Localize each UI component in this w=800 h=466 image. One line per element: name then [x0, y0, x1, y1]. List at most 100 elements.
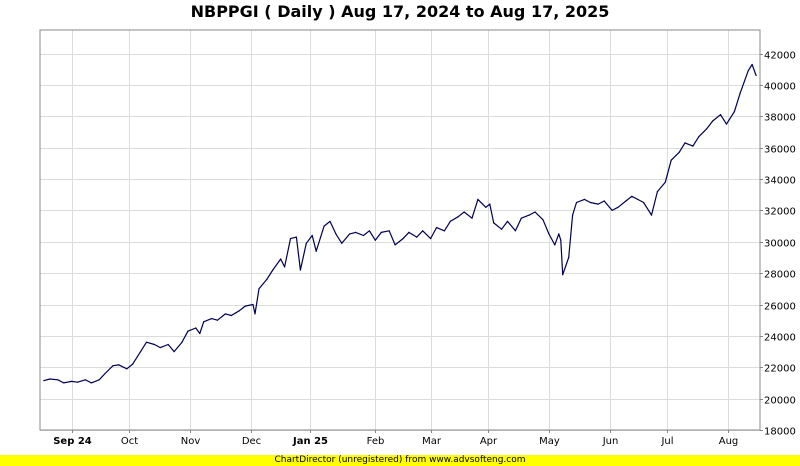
y-tick-label: 28000 — [764, 270, 796, 281]
data-point — [520, 217, 522, 219]
data-point — [84, 379, 86, 381]
data-point — [140, 351, 142, 353]
y-axis: 18000 20000 22000 24000 26000 28000 30000 32000… — [760, 51, 796, 438]
y-tick-label: 36000 — [764, 145, 796, 156]
data-point — [388, 230, 390, 232]
data-point — [706, 128, 708, 130]
data-point — [501, 228, 503, 230]
data-point — [362, 234, 365, 237]
data-point — [755, 74, 757, 77]
data-point — [485, 206, 487, 208]
x-tick-label: Jul — [660, 436, 673, 447]
y-tick-label: 18000 — [764, 427, 796, 438]
x-tick-label: Jun — [602, 436, 619, 447]
data-point — [435, 227, 438, 229]
data-point — [684, 142, 686, 144]
data-point — [698, 136, 700, 138]
data-point — [402, 238, 404, 240]
data-point — [408, 231, 410, 233]
data-point — [562, 274, 564, 276]
data-point — [650, 214, 653, 216]
data-point — [71, 380, 73, 382]
data-point — [416, 236, 418, 238]
data-point — [554, 244, 556, 246]
x-tick-label: Aug — [719, 436, 739, 447]
data-point — [211, 318, 213, 320]
data-point — [49, 378, 51, 380]
data-point — [43, 380, 45, 382]
data-point — [335, 233, 337, 235]
x-tick-label: Jan 25 — [292, 436, 328, 447]
x-tick-label: Apr — [480, 436, 498, 447]
data-point — [167, 343, 169, 346]
data-point — [514, 230, 517, 232]
data-point — [617, 206, 619, 208]
data-point — [252, 303, 254, 306]
data-point — [145, 341, 148, 343]
data-point — [238, 310, 240, 312]
data-point — [305, 242, 307, 244]
chart-title: NBPPGI ( Daily ) Aug 17, 2024 to Aug 17,… — [190, 2, 610, 21]
x-tick-label: Oct — [121, 436, 138, 447]
data-point — [463, 211, 465, 213]
data-point — [199, 332, 201, 335]
data-point — [132, 363, 134, 365]
data-point — [631, 195, 633, 197]
data-point — [670, 159, 672, 161]
data-point — [725, 123, 728, 125]
data-point — [643, 201, 645, 204]
data-point — [692, 145, 694, 147]
plot-area-background — [40, 30, 760, 430]
x-tick-label: Mar — [422, 436, 442, 447]
data-point — [98, 379, 100, 381]
data-point — [104, 372, 106, 375]
data-point — [739, 92, 741, 94]
data-point — [583, 198, 586, 200]
data-point — [76, 381, 79, 383]
data-point — [611, 209, 613, 211]
y-tick-label: 30000 — [764, 239, 796, 250]
data-point — [457, 216, 459, 218]
data-point — [637, 198, 639, 200]
data-point — [266, 278, 268, 280]
data-point — [118, 364, 120, 366]
data-point — [295, 236, 297, 238]
data-point — [625, 200, 627, 202]
data-point — [341, 242, 343, 244]
data-point — [380, 231, 382, 233]
data-point — [159, 347, 161, 349]
x-tick-label: Sep 24 — [53, 436, 92, 447]
data-point — [471, 217, 473, 219]
data-point — [656, 191, 659, 193]
data-point — [422, 230, 424, 232]
data-point — [528, 214, 530, 216]
data-point — [678, 151, 680, 153]
data-point — [284, 266, 286, 268]
data-point — [315, 250, 317, 252]
data-point — [534, 211, 536, 213]
data-point — [572, 214, 574, 216]
data-point — [349, 233, 351, 235]
y-tick-label: 38000 — [764, 113, 796, 124]
data-point — [355, 231, 357, 233]
data-point — [575, 201, 578, 204]
x-tick-label: Dec — [242, 436, 261, 447]
y-tick-label: 26000 — [764, 302, 796, 313]
data-point — [181, 341, 183, 343]
footer-credit: ChartDirector (unregistered) from www.ad… — [0, 455, 800, 466]
data-point — [664, 181, 666, 183]
data-point — [187, 330, 189, 332]
data-point — [589, 201, 592, 204]
series-layer — [43, 63, 757, 384]
data-point — [368, 230, 370, 232]
x-axis: Sep 24 Oct Nov Dec Jan 25 Feb Mar Apr May Jun Jul A… — [53, 430, 738, 447]
data-point — [430, 238, 432, 240]
data-point — [548, 233, 550, 235]
data-point — [90, 382, 92, 384]
data-point — [126, 368, 128, 370]
data-point — [63, 382, 65, 384]
data-point — [299, 269, 301, 271]
data-point — [173, 351, 175, 353]
y-tick-label: 40000 — [764, 82, 796, 93]
